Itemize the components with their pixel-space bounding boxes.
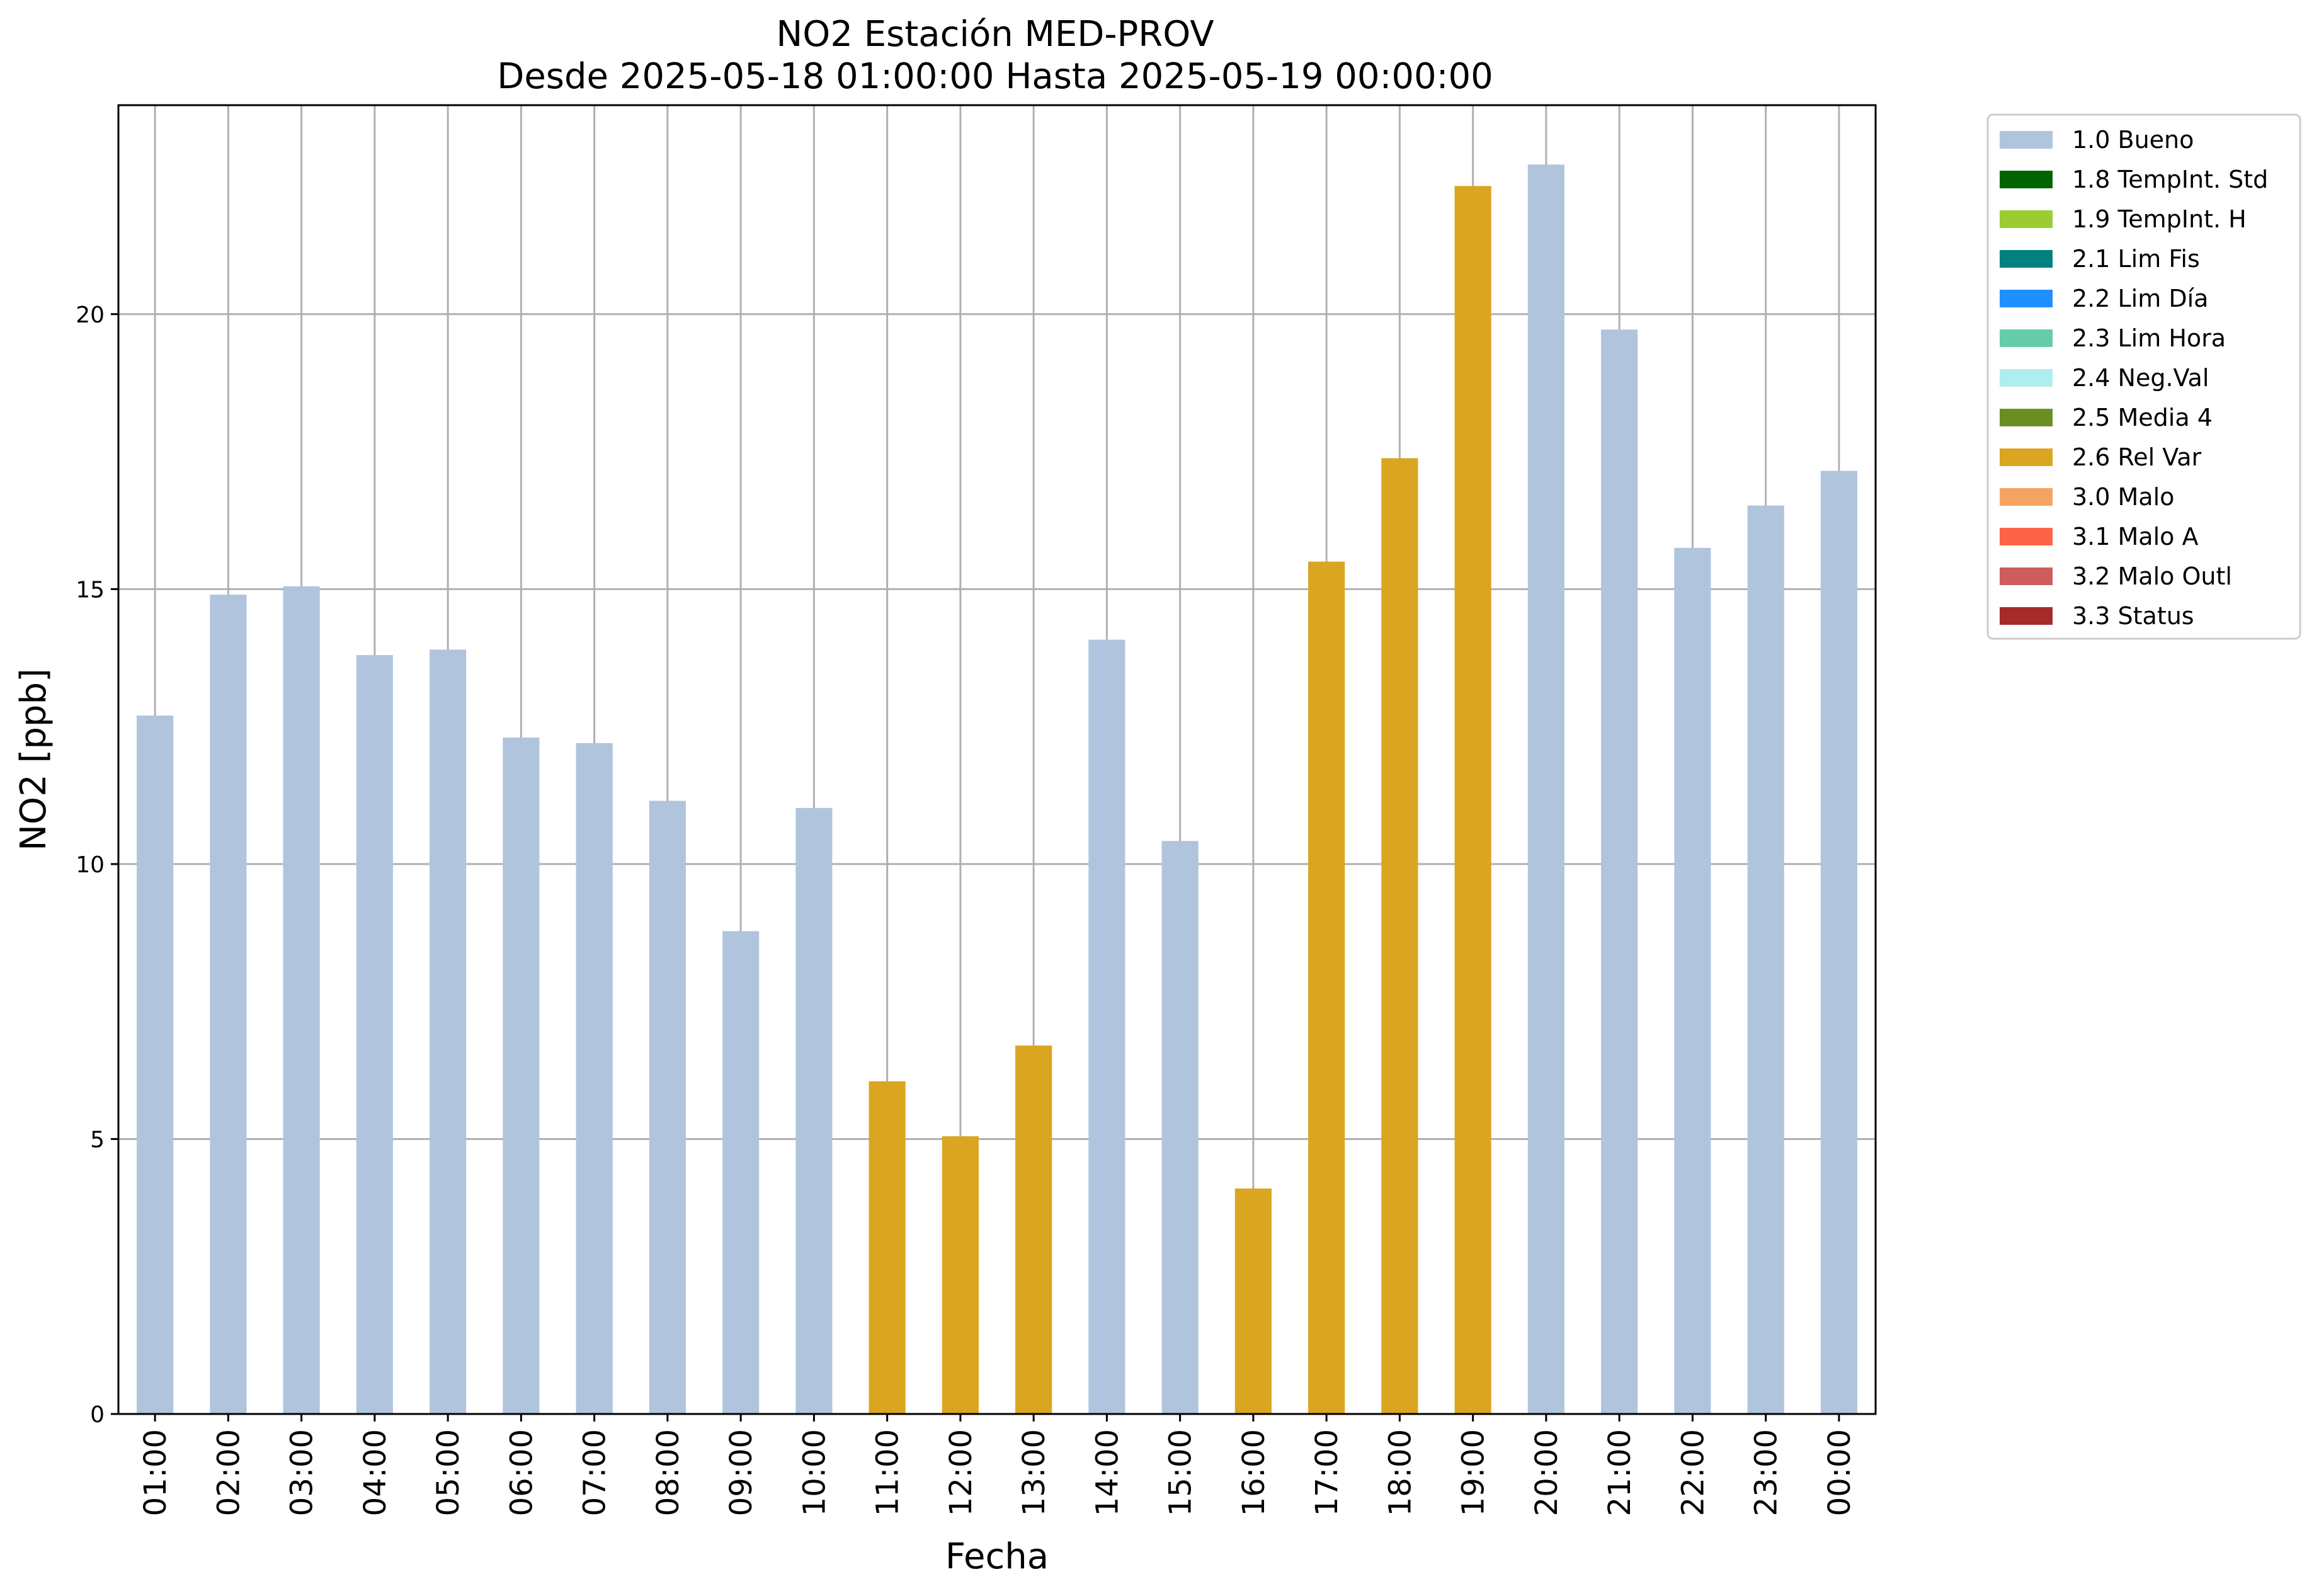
x-tick-label: 06:00 (504, 1429, 539, 1516)
bar-19:00 (1454, 186, 1491, 1414)
y-axis-label: NO2 [ppb] (13, 668, 54, 851)
legend-swatch (2000, 131, 2053, 149)
bar-22:00 (1674, 547, 1711, 1414)
x-tick-label: 08:00 (651, 1429, 686, 1516)
legend-label: 2.3 Lim Hora (2072, 324, 2226, 352)
bar-12:00 (942, 1136, 979, 1414)
legend-frame (1986, 113, 2301, 640)
legend-swatch (2000, 369, 2053, 387)
x-tick-label: 13:00 (1017, 1429, 1052, 1516)
bar-11:00 (869, 1081, 906, 1414)
x-tick-label: 12:00 (943, 1429, 979, 1516)
bar-02:00 (210, 595, 247, 1415)
x-tick-label: 19:00 (1456, 1429, 1491, 1516)
x-tick-label: 10:00 (797, 1429, 832, 1516)
bar-00:00 (1820, 470, 1857, 1414)
x-tick-label: 05:00 (431, 1429, 466, 1516)
legend-label: 3.0 Malo (2072, 483, 2174, 511)
bar-06:00 (503, 738, 540, 1414)
bar-08:00 (649, 801, 686, 1414)
x-tick-label: 14:00 (1090, 1429, 1125, 1516)
y-axis-ticks: 0 5 10 15 20 (76, 302, 118, 1428)
legend-swatch (2000, 210, 2053, 228)
y-tick-label: 20 (76, 302, 105, 328)
bar-10:00 (795, 807, 833, 1414)
x-tick-label: 18:00 (1382, 1429, 1418, 1516)
bar-15:00 (1161, 841, 1199, 1414)
legend-label: 1.8 TempInt. Std (2072, 166, 2268, 193)
x-tick-label: 03:00 (285, 1429, 320, 1516)
bar-18:00 (1381, 458, 1418, 1414)
x-tick-label: 16:00 (1236, 1429, 1272, 1516)
x-axis-ticks: 01:00 02:00 03:00 04:00 05:00 06:00 07:00 08:00… (138, 1414, 1857, 1516)
legend-label: 1.0 Bueno (2072, 126, 2194, 154)
legend-swatch (2000, 290, 2053, 307)
legend-label: 3.3 Status (2072, 602, 2194, 630)
bar-23:00 (1747, 505, 1784, 1414)
x-tick-label: 21:00 (1602, 1429, 1638, 1516)
x-tick-label: 11:00 (870, 1429, 906, 1516)
bar-20:00 (1527, 164, 1564, 1415)
legend-swatch (2000, 528, 2053, 545)
x-tick-label: 20:00 (1529, 1429, 1564, 1516)
legend-swatch (2000, 567, 2053, 585)
x-tick-label: 22:00 (1675, 1429, 1711, 1516)
y-tick-label: 10 (76, 852, 105, 878)
legend-label: 2.2 Lim Día (2072, 285, 2208, 312)
x-tick-label: 04:00 (358, 1429, 393, 1516)
y-tick-label: 0 (90, 1402, 105, 1428)
chart-subtitle: Desde 2025-05-18 01:00:00 Hasta 2025-05-… (497, 56, 1493, 97)
x-tick-label: 15:00 (1163, 1429, 1199, 1516)
y-tick-label: 15 (76, 577, 105, 603)
x-tick-label: 01:00 (138, 1429, 173, 1516)
x-tick-label: 02:00 (211, 1429, 246, 1516)
legend-swatch (2000, 607, 2053, 625)
legend-label: 2.5 Media 4 (2072, 404, 2213, 431)
x-tick-label: 09:00 (724, 1429, 759, 1516)
legend-swatch (2000, 329, 2053, 347)
bar-07:00 (576, 743, 613, 1414)
bar-16:00 (1234, 1188, 1272, 1414)
bar-14:00 (1088, 639, 1125, 1415)
bar-09:00 (722, 931, 760, 1414)
bars (137, 164, 1857, 1415)
legend-swatch (2000, 171, 2053, 188)
bar-17:00 (1308, 561, 1345, 1414)
legend-label: 2.4 Neg.Val (2072, 364, 2209, 392)
x-tick-label: 00:00 (1822, 1429, 1857, 1516)
legend-swatch (2000, 250, 2053, 268)
bar-01:00 (137, 715, 174, 1414)
legend: 1.0 Bueno 1.8 TempInt. Std 1.9 TempInt. H 2… (1986, 113, 2301, 640)
x-axis-label: Fecha (945, 1536, 1049, 1577)
legend-swatch (2000, 488, 2053, 506)
bar-04:00 (356, 655, 393, 1414)
bar-03:00 (283, 586, 320, 1414)
x-tick-label: 17:00 (1309, 1429, 1345, 1516)
x-tick-label: 07:00 (578, 1429, 613, 1516)
legend-swatch (2000, 448, 2053, 466)
legend-label: 3.2 Malo Outl (2072, 562, 2232, 590)
chart-title: NO2 Estación MED-PROV (776, 14, 1214, 55)
x-tick-label: 23:00 (1749, 1429, 1784, 1516)
bar-21:00 (1601, 329, 1638, 1415)
y-tick-label: 5 (90, 1127, 105, 1153)
legend-swatch (2000, 409, 2053, 426)
bar-13:00 (1015, 1046, 1052, 1414)
legend-label: 2.6 Rel Var (2072, 443, 2202, 471)
legend-label: 1.9 TempInt. H (2072, 205, 2247, 233)
legend-label: 3.1 Malo A (2072, 523, 2198, 550)
legend-label: 2.1 Lim Fis (2072, 245, 2200, 273)
plot-frame (117, 104, 1877, 1415)
bar-05:00 (430, 649, 467, 1414)
